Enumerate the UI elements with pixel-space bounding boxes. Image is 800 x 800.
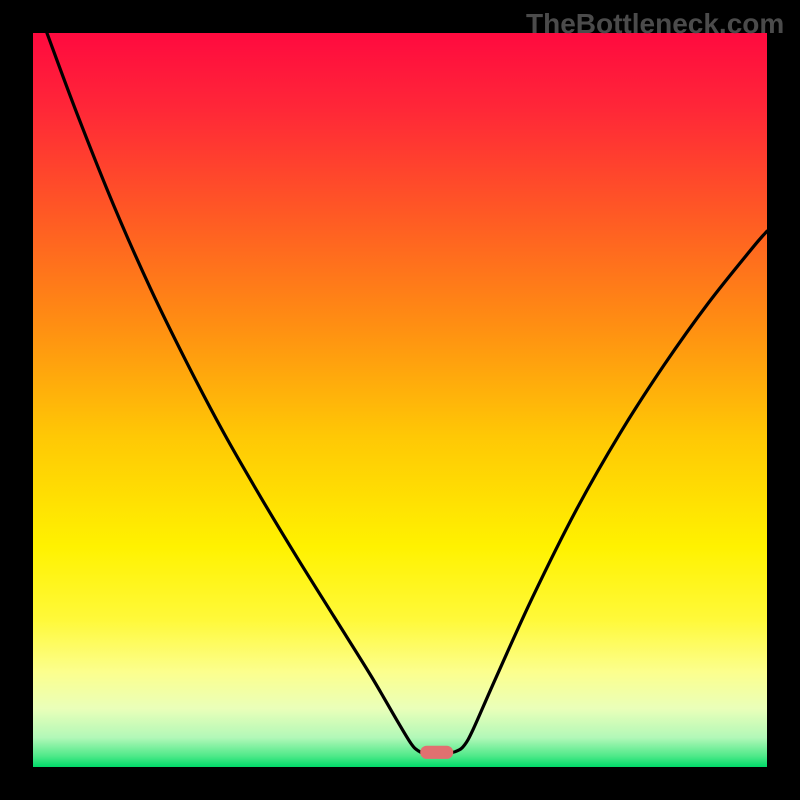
- bottleneck-chart: [0, 0, 800, 800]
- chart-canvas: TheBottleneck.com: [0, 0, 800, 800]
- bottleneck-marker: [420, 746, 453, 759]
- watermark-text: TheBottleneck.com: [526, 8, 784, 40]
- gradient-plot-area: [33, 33, 767, 767]
